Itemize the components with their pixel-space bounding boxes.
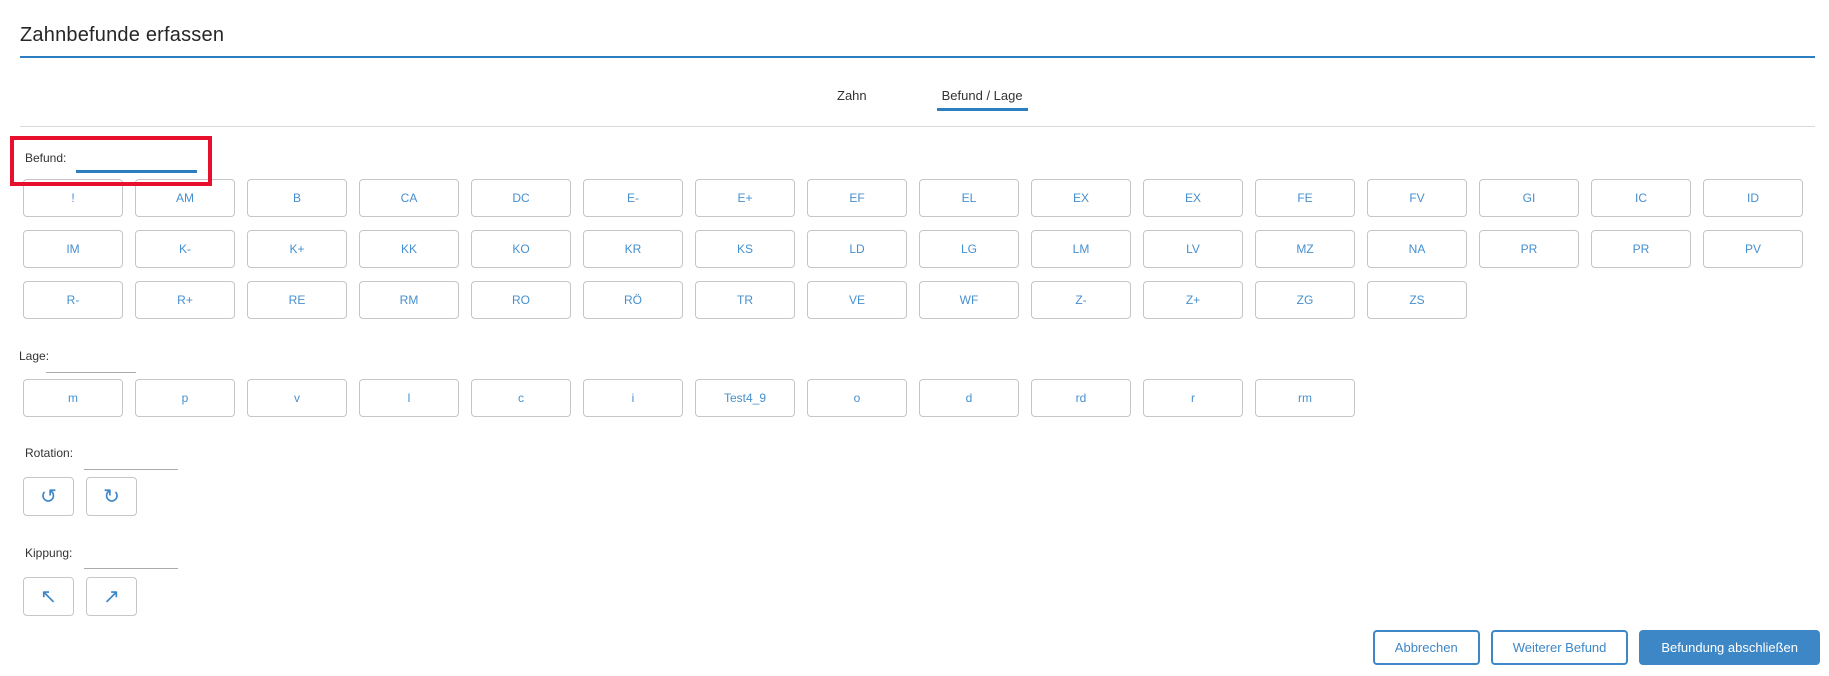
- befund-code-button[interactable]: ID: [1703, 179, 1803, 217]
- befund-code-grid: ! AM B CA DC E- E+ EF EL EX EX FE FV GI …: [23, 179, 1820, 319]
- lage-code-button[interactable]: i: [583, 379, 683, 417]
- finish-button[interactable]: Befundung abschließen: [1639, 630, 1820, 665]
- kippung-label: Kippung:: [25, 546, 73, 560]
- rotation-buttons: ↺ ↻: [23, 477, 137, 516]
- befund-code-button[interactable]: Z-: [1031, 281, 1131, 319]
- lage-code-button[interactable]: r: [1143, 379, 1243, 417]
- befund-code-button[interactable]: KK: [359, 230, 459, 268]
- befund-code-button[interactable]: EX: [1031, 179, 1131, 217]
- tab-bar: Zahn Befund / Lage: [832, 84, 1028, 111]
- lage-code-button[interactable]: v: [247, 379, 347, 417]
- cancel-button[interactable]: Abbrechen: [1372, 630, 1480, 665]
- tilt-left-button[interactable]: ↖: [23, 577, 74, 616]
- befund-code-button[interactable]: MZ: [1255, 230, 1355, 268]
- befund-code-button[interactable]: !: [23, 179, 123, 217]
- befund-code-button[interactable]: PR: [1591, 230, 1691, 268]
- rotate-cw-icon: ↻: [103, 485, 120, 508]
- befund-code-button[interactable]: DC: [471, 179, 571, 217]
- befund-code-button[interactable]: KR: [583, 230, 683, 268]
- tab-befund-lage[interactable]: Befund / Lage: [936, 84, 1028, 111]
- befund-code-button[interactable]: IC: [1591, 179, 1691, 217]
- rotation-input[interactable]: [84, 453, 178, 470]
- befund-code-button[interactable]: FE: [1255, 179, 1355, 217]
- befund-code-button[interactable]: EX: [1143, 179, 1243, 217]
- befund-code-button[interactable]: RE: [247, 281, 347, 319]
- befund-code-button[interactable]: ZG: [1255, 281, 1355, 319]
- lage-code-grid: m p v l c i Test4_9 o d rd r rm: [23, 379, 1820, 417]
- befund-code-button[interactable]: NA: [1367, 230, 1467, 268]
- befund-code-button[interactable]: R+: [135, 281, 235, 319]
- section-divider: [20, 126, 1815, 127]
- kippung-buttons: ↖ ↗: [23, 577, 137, 616]
- tilt-right-button[interactable]: ↗: [86, 577, 137, 616]
- befund-code-button[interactable]: RM: [359, 281, 459, 319]
- lage-code-button[interactable]: m: [23, 379, 123, 417]
- kippung-input[interactable]: [84, 552, 178, 569]
- befund-code-button[interactable]: LM: [1031, 230, 1131, 268]
- befund-label: Befund:: [25, 151, 67, 165]
- befund-code-button[interactable]: LV: [1143, 230, 1243, 268]
- befund-code-button[interactable]: EL: [919, 179, 1019, 217]
- befund-code-button[interactable]: TR: [695, 281, 795, 319]
- tab-zahn[interactable]: Zahn: [837, 88, 867, 103]
- page-title: Zahnbefunde erfassen: [20, 24, 225, 46]
- lage-code-button[interactable]: rd: [1031, 379, 1131, 417]
- lage-code-button[interactable]: Test4_9: [695, 379, 795, 417]
- rotate-ccw-button[interactable]: ↺: [23, 477, 74, 516]
- befund-code-button[interactable]: AM: [135, 179, 235, 217]
- befund-code-button[interactable]: R-: [23, 281, 123, 319]
- befund-code-button[interactable]: B: [247, 179, 347, 217]
- befund-code-button[interactable]: WF: [919, 281, 1019, 319]
- befund-code-button[interactable]: IM: [23, 230, 123, 268]
- lage-code-button[interactable]: c: [471, 379, 571, 417]
- befund-code-button[interactable]: LD: [807, 230, 907, 268]
- befund-code-button[interactable]: CA: [359, 179, 459, 217]
- befund-code-button[interactable]: Z+: [1143, 281, 1243, 319]
- rotate-cw-button[interactable]: ↻: [86, 477, 137, 516]
- rotation-label: Rotation:: [25, 446, 74, 460]
- befund-code-button[interactable]: PV: [1703, 230, 1803, 268]
- befund-code-button[interactable]: KS: [695, 230, 795, 268]
- befund-code-button[interactable]: K+: [247, 230, 347, 268]
- befund-code-button[interactable]: PR: [1479, 230, 1579, 268]
- befund-code-button[interactable]: E+: [695, 179, 795, 217]
- befund-code-button[interactable]: LG: [919, 230, 1019, 268]
- lage-input[interactable]: [46, 356, 136, 373]
- befund-code-button[interactable]: GI: [1479, 179, 1579, 217]
- footer-actions: Abbrechen Weiterer Befund Befundung absc…: [1372, 630, 1820, 665]
- tilt-right-icon: ↗: [103, 585, 120, 608]
- lage-label: Lage:: [19, 349, 50, 363]
- befund-code-button[interactable]: FV: [1367, 179, 1467, 217]
- befund-code-button[interactable]: EF: [807, 179, 907, 217]
- befund-code-button[interactable]: E-: [583, 179, 683, 217]
- befund-input[interactable]: [76, 156, 197, 173]
- lage-code-button[interactable]: l: [359, 379, 459, 417]
- rotate-ccw-icon: ↺: [40, 485, 57, 508]
- additional-finding-button[interactable]: Weiterer Befund: [1490, 630, 1629, 665]
- lage-code-button[interactable]: d: [919, 379, 1019, 417]
- befund-code-button[interactable]: RÖ: [583, 281, 683, 319]
- befund-code-button[interactable]: RO: [471, 281, 571, 319]
- lage-code-button[interactable]: rm: [1255, 379, 1355, 417]
- befund-code-button[interactable]: VE: [807, 281, 907, 319]
- lage-code-button[interactable]: o: [807, 379, 907, 417]
- title-bar: Zahnbefunde erfassen: [20, 24, 1815, 58]
- befund-code-button[interactable]: ZS: [1367, 281, 1467, 319]
- befund-code-button[interactable]: K-: [135, 230, 235, 268]
- befund-code-button[interactable]: KO: [471, 230, 571, 268]
- tilt-left-icon: ↖: [40, 585, 57, 608]
- lage-code-button[interactable]: p: [135, 379, 235, 417]
